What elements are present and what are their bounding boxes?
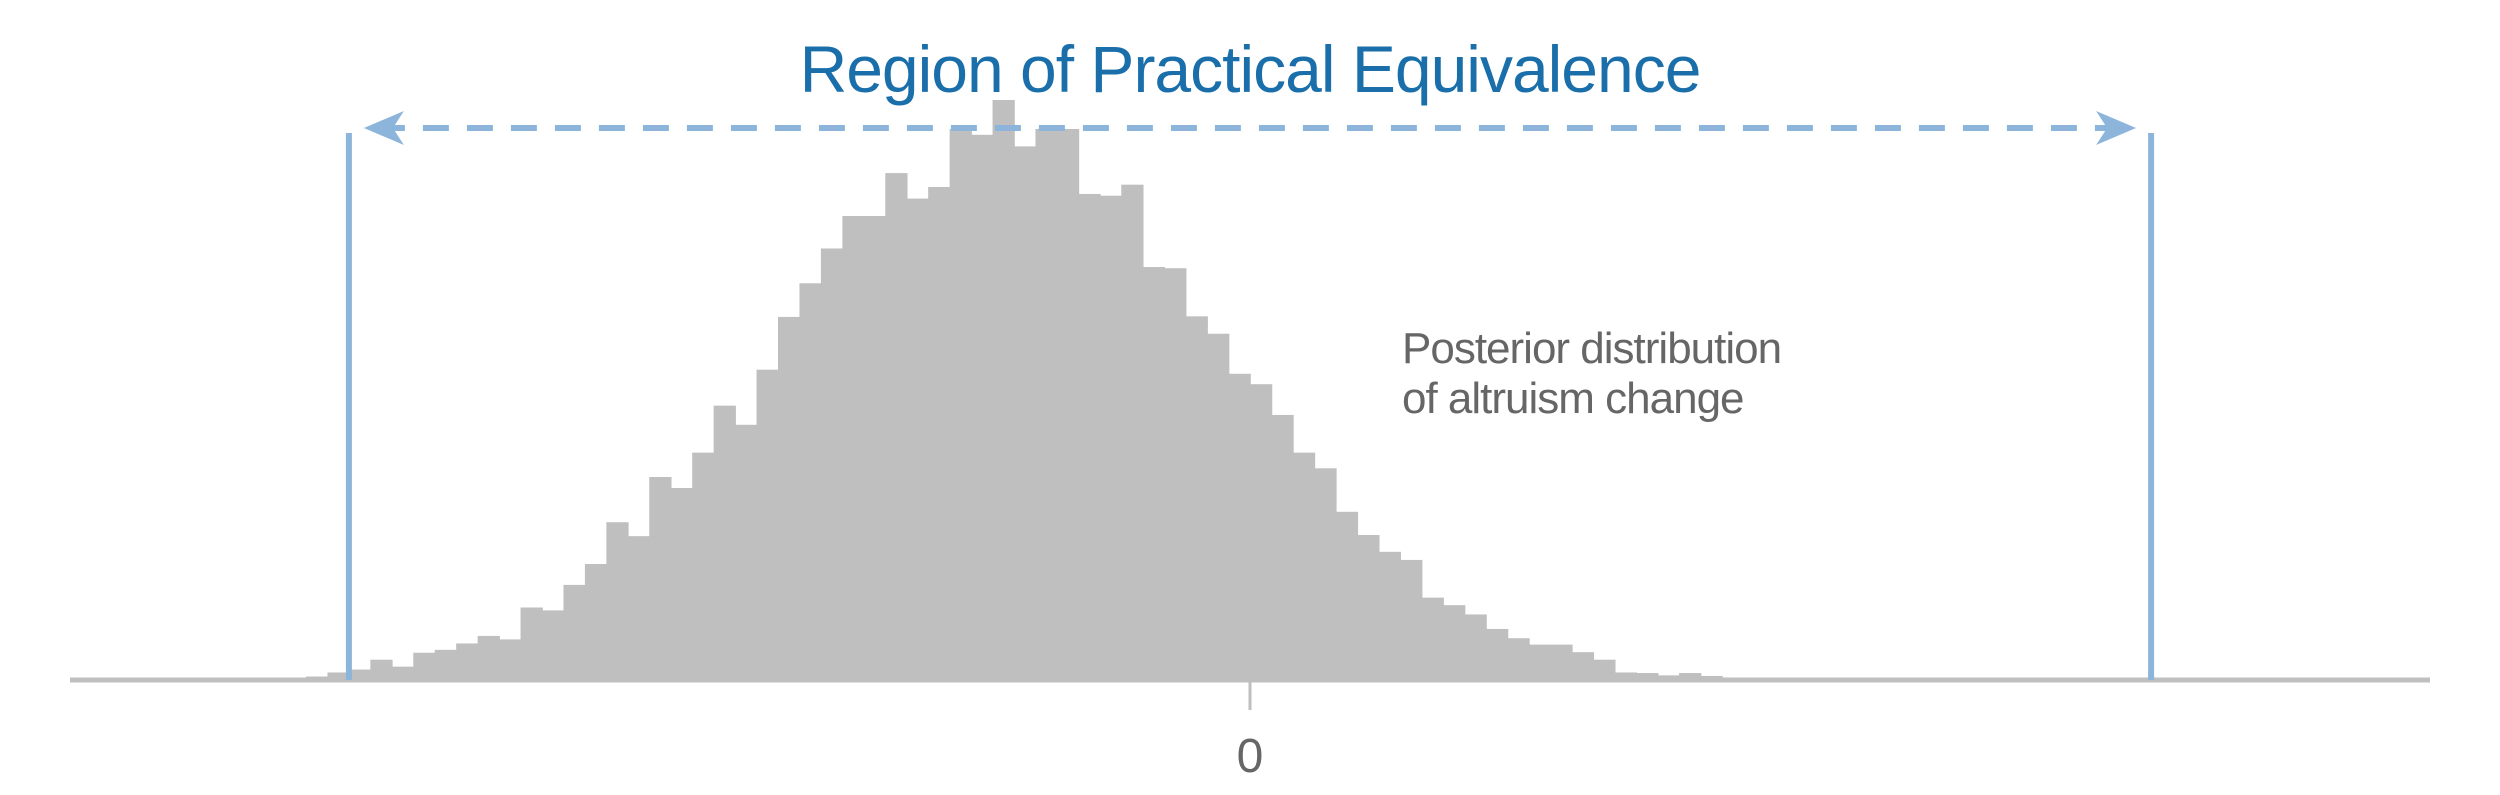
histogram-bar (348, 669, 372, 680)
histogram-bar (542, 610, 565, 680)
annotation-line-2: of altruism change (1402, 374, 1744, 423)
histogram-bar (1550, 644, 1573, 680)
histogram-bar (1464, 614, 1487, 680)
histogram-bar (863, 216, 887, 680)
histogram-bar (1121, 184, 1144, 680)
arrow-right-head-icon (2096, 111, 2137, 145)
histogram-bar (1099, 195, 1123, 680)
histogram-bar (1593, 659, 1616, 680)
histogram-bar (670, 488, 693, 680)
histogram-bar (520, 607, 543, 680)
histogram-bar (692, 452, 715, 680)
histogram-bar (928, 187, 951, 680)
histogram-bar (413, 652, 436, 680)
histogram-bar (1228, 373, 1251, 680)
histogram-bar (1679, 673, 1702, 680)
histogram-bar (499, 639, 522, 680)
histogram-bar (327, 672, 350, 680)
histogram-bar (456, 643, 479, 680)
histogram-bars (306, 100, 1766, 681)
histogram-bar (842, 216, 865, 680)
histogram-bar (1335, 511, 1359, 680)
histogram-bar (971, 134, 994, 681)
annotation-line-1: Posterior distribution (1402, 324, 1781, 373)
histogram-bar (1250, 384, 1273, 680)
histogram-bar (778, 316, 801, 680)
histogram-bar (434, 649, 457, 680)
histogram-bar (1443, 605, 1466, 680)
histogram-bar (756, 369, 779, 680)
histogram-bar (1078, 193, 1101, 680)
histogram-bar (1528, 644, 1552, 680)
histogram-bar (1035, 129, 1058, 680)
histogram-bar (713, 405, 736, 680)
histogram-bar (885, 173, 908, 680)
histogram-bar (1314, 468, 1337, 680)
histogram-bar (1614, 672, 1637, 680)
histogram-bar (1014, 146, 1037, 680)
histogram-bar (1486, 628, 1509, 680)
histogram-bar (1164, 268, 1187, 680)
histogram-bar (1421, 597, 1444, 680)
histogram-bar (1207, 333, 1230, 680)
chart-title: Region of Practical Equivalence (800, 32, 1701, 106)
histogram-bar (1636, 673, 1659, 680)
histogram-bar (649, 477, 672, 680)
histogram-bar (1507, 638, 1530, 680)
x-tick-label: 0 (1237, 730, 1264, 783)
histogram-bar (799, 283, 822, 680)
histogram-bar (1292, 452, 1316, 680)
histogram-bar (627, 536, 651, 680)
histogram-bar (1400, 559, 1423, 680)
histogram-bar (477, 635, 500, 680)
histogram-bar (1378, 551, 1401, 680)
histogram-bar (949, 129, 972, 680)
histogram-bar (1271, 414, 1294, 680)
histogram-bar (1571, 652, 1595, 680)
histogram-bar (820, 248, 844, 681)
histogram-bar (370, 659, 393, 680)
histogram-bar (563, 584, 586, 680)
histogram-bar (584, 564, 608, 680)
histogram-bar (1185, 316, 1208, 680)
histogram-bar (606, 522, 629, 680)
histogram-bar (735, 424, 758, 680)
histogram-bar (1142, 267, 1165, 680)
histogram-bar (992, 100, 1015, 680)
histogram-bar (391, 666, 415, 680)
histogram-bar (906, 198, 929, 680)
histogram-bar (1056, 129, 1080, 680)
arrow-left-head-icon (363, 111, 404, 145)
histogram-bar (1357, 535, 1380, 680)
